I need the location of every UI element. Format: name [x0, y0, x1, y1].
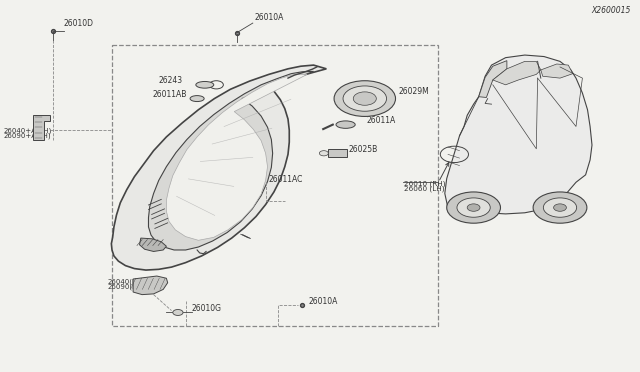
Text: 26010A: 26010A	[308, 296, 338, 305]
Polygon shape	[148, 71, 314, 250]
Text: 26025B: 26025B	[349, 145, 378, 154]
FancyBboxPatch shape	[328, 149, 347, 157]
Text: 26011AC: 26011AC	[269, 174, 303, 183]
Polygon shape	[479, 61, 507, 97]
Circle shape	[543, 198, 577, 217]
Polygon shape	[33, 115, 50, 140]
Polygon shape	[140, 238, 166, 251]
Polygon shape	[166, 74, 307, 240]
Text: 26011A: 26011A	[366, 116, 396, 125]
Polygon shape	[111, 65, 326, 270]
Circle shape	[447, 192, 500, 223]
Text: 26090+A(LH): 26090+A(LH)	[3, 133, 51, 139]
Polygon shape	[493, 61, 541, 85]
Text: 26010A: 26010A	[255, 13, 284, 22]
Circle shape	[319, 151, 328, 156]
Circle shape	[533, 192, 587, 223]
Circle shape	[467, 204, 480, 211]
Text: 26011AB: 26011AB	[152, 90, 187, 99]
Text: 26243: 26243	[159, 76, 183, 84]
Circle shape	[334, 81, 396, 116]
Text: 26040(RH): 26040(RH)	[108, 279, 145, 285]
Circle shape	[353, 92, 376, 105]
Text: 26010 (RH): 26010 (RH)	[404, 180, 446, 187]
Ellipse shape	[190, 96, 204, 102]
Text: 26060 (LH): 26060 (LH)	[404, 186, 445, 192]
Text: 26040+A(RH): 26040+A(RH)	[3, 127, 52, 134]
Ellipse shape	[196, 81, 214, 88]
Ellipse shape	[336, 121, 355, 128]
Circle shape	[173, 310, 183, 315]
Polygon shape	[445, 55, 592, 214]
Polygon shape	[541, 64, 573, 78]
Circle shape	[343, 86, 387, 111]
Circle shape	[457, 198, 490, 217]
Text: 26029M: 26029M	[398, 87, 429, 96]
Text: X2600015: X2600015	[591, 6, 630, 15]
Text: 26090(LH): 26090(LH)	[108, 284, 145, 290]
Polygon shape	[133, 276, 168, 295]
Text: 26010D: 26010D	[64, 19, 94, 28]
Circle shape	[554, 204, 566, 211]
Text: 26010G: 26010G	[192, 304, 222, 313]
